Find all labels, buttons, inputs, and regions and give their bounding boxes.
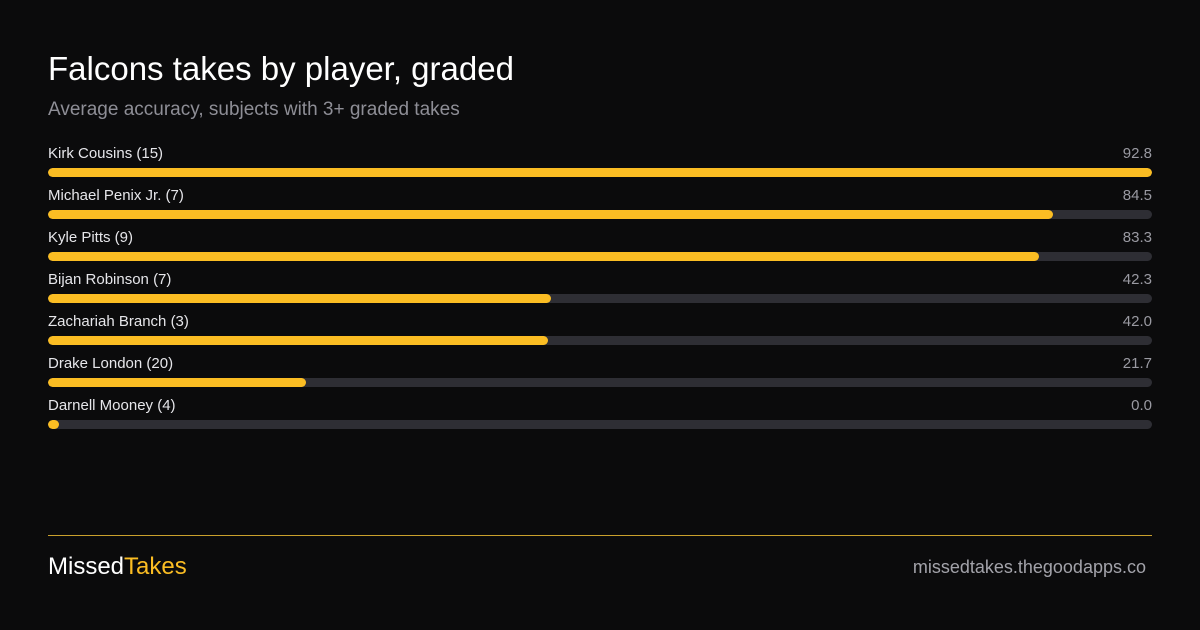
bar-label: Kyle Pitts (9) (48, 229, 134, 246)
bar-track (48, 168, 1152, 177)
bar-label: Darnell Mooney (4) (48, 397, 176, 414)
bar-value-label: 42.0 (1122, 313, 1152, 330)
bar-row: Bijan Robinson (7) 42.3 (48, 269, 1152, 311)
brand-logo[interactable]: MissedTakes (48, 553, 187, 581)
chart-title: Falcons takes by player, graded (48, 50, 514, 87)
bar-row: Zachariah Branch (3) 42.0 (48, 311, 1152, 353)
bar-value-label: 21.7 (1122, 355, 1152, 372)
bar (48, 336, 548, 345)
bar-chart: Kirk Cousins (15) 92.8 Michael Penix Jr. (… (48, 143, 1152, 437)
footer-divider (48, 535, 1152, 536)
bar-track (48, 294, 1152, 303)
bar-label: Zachariah Branch (3) (48, 313, 189, 330)
bar (48, 378, 306, 387)
bar-label: Drake London (20) (48, 355, 174, 372)
bar-row: Drake London (20) 21.7 (48, 353, 1152, 395)
bar-label: Bijan Robinson (7) (48, 271, 172, 288)
brand-name-second: Takes (124, 553, 187, 580)
bar-track (48, 210, 1152, 219)
bar-value-label: 42.3 (1122, 271, 1152, 288)
bar-row: Michael Penix Jr. (7) 84.5 (48, 185, 1152, 227)
bar-label: Michael Penix Jr. (7) (48, 187, 184, 204)
bar-label: Kirk Cousins (15) (48, 145, 164, 162)
site-url[interactable]: missedtakes.thegoodapps.co (912, 557, 1146, 577)
bar-value-label: 83.3 (1122, 229, 1152, 246)
bar (48, 168, 1152, 177)
bar-row: Darnell Mooney (4) 0.0 (48, 395, 1152, 437)
brand-name-first: Missed (48, 553, 125, 580)
bar (48, 252, 1039, 261)
bar (48, 210, 1053, 219)
bar-track (48, 336, 1152, 345)
bar-value-label: 0.0 (1131, 397, 1152, 414)
chart-subtitle: Average accuracy, subjects with 3+ grade… (48, 99, 460, 120)
bar-track (48, 252, 1152, 261)
bar-track (48, 378, 1152, 387)
bar-value-label: 84.5 (1122, 187, 1152, 204)
bar-row: Kyle Pitts (9) 83.3 (48, 227, 1152, 269)
bar-track (48, 420, 1152, 429)
bar-value-label: 92.8 (1122, 145, 1152, 162)
bar-row: Kirk Cousins (15) 92.8 (48, 143, 1152, 185)
bar (48, 294, 551, 303)
bar (48, 420, 59, 429)
